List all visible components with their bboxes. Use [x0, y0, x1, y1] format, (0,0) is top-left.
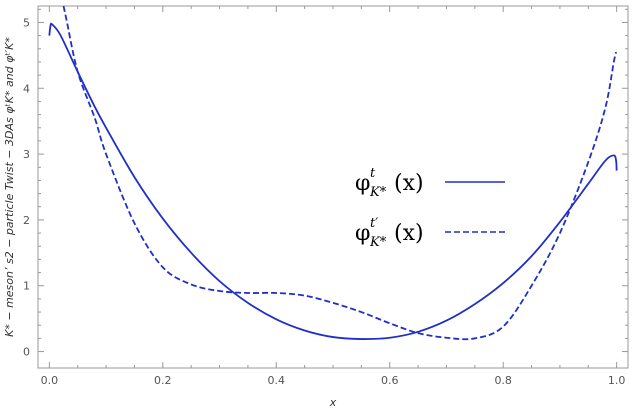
x-tick-label: 1.0	[608, 374, 626, 387]
x-tick-label: 0.4	[268, 374, 286, 387]
y-tick-label: 5	[23, 16, 30, 29]
x-tick-label: 0.6	[381, 374, 399, 387]
y-tick-label: 2	[23, 214, 30, 227]
axis-ticks: 0.0 0.2 0.4 0.6 0.8 1.0 0 1 2 3 4 5	[23, 6, 628, 387]
legend-symbol: φ	[355, 221, 370, 246]
y-axis-label: K* − meson’ s2 − particle Twist − 3DAs φ…	[3, 37, 16, 337]
x-tick-label: 0.8	[494, 374, 512, 387]
y-tick-label: 1	[23, 280, 30, 293]
plot-border	[37, 5, 629, 369]
series-layer	[48, 6, 618, 341]
legend-item-dashed: φ t′ K* (x)	[355, 216, 505, 250]
legend-subscript: K*	[369, 235, 387, 250]
plot-frame	[37, 5, 629, 369]
series-line-dashed	[62, 6, 617, 341]
legend-item-solid: φ t K* (x)	[355, 166, 505, 200]
y-tick-label: 0	[23, 346, 30, 359]
series-line-solid	[48, 22, 618, 340]
legend-superscript: t′	[370, 216, 378, 231]
legend-symbol: φ	[355, 171, 370, 196]
x-tick-label: 0.2	[154, 374, 172, 387]
x-axis-label: x	[329, 396, 337, 409]
legend-argument: (x)	[394, 171, 424, 196]
legend-argument: (x)	[394, 221, 424, 246]
y-tick-label: 3	[23, 148, 30, 161]
y-tick-label: 4	[23, 82, 30, 95]
legend-superscript: t	[370, 166, 376, 181]
legend-subscript: K*	[369, 185, 387, 200]
legend: φ tK* (x)φ t′K* (x)	[355, 166, 505, 250]
x-tick-label: 0.0	[41, 374, 59, 387]
